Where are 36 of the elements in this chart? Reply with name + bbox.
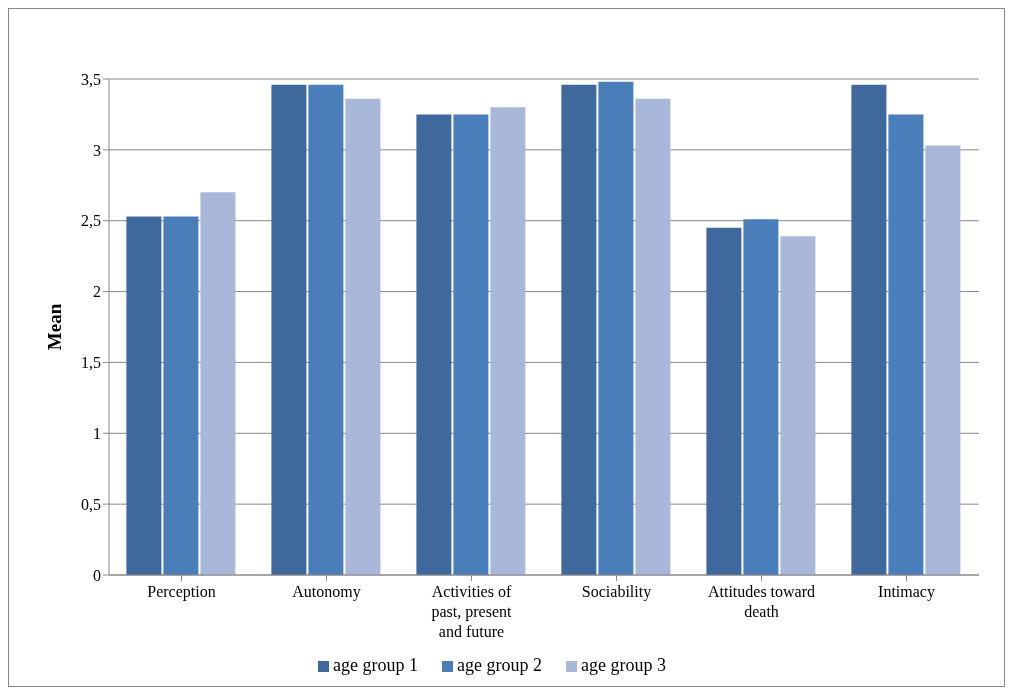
bar bbox=[706, 227, 742, 575]
x-tick-label: Perception bbox=[147, 583, 216, 601]
x-tick-label: Autonomy bbox=[292, 583, 361, 601]
bar bbox=[416, 114, 452, 575]
bar bbox=[308, 84, 344, 575]
bar bbox=[345, 98, 381, 575]
bar bbox=[888, 114, 924, 575]
y-tick-label: 2 bbox=[93, 283, 101, 301]
x-tick-label: Sociability bbox=[581, 583, 652, 601]
bar bbox=[453, 114, 489, 575]
y-tick-label: 2,5 bbox=[81, 212, 101, 230]
x-tick-label: Activities of past, present and future bbox=[431, 583, 513, 640]
y-tick-label: 3 bbox=[93, 141, 101, 159]
bar bbox=[598, 81, 634, 575]
x-tick-label: Attitudes toward death bbox=[707, 583, 816, 620]
y-tick-label: 3,5 bbox=[81, 70, 101, 88]
bar bbox=[126, 216, 162, 575]
bar bbox=[635, 98, 671, 575]
legend-label: age group 3 bbox=[580, 655, 666, 675]
bar bbox=[200, 192, 236, 575]
bar bbox=[925, 145, 961, 575]
y-axis-title: Mean bbox=[43, 303, 65, 351]
y-tick-label: 1,5 bbox=[81, 354, 101, 372]
y-tick-label: 0,5 bbox=[81, 495, 101, 513]
bar bbox=[851, 84, 887, 575]
bar bbox=[561, 84, 597, 575]
bar bbox=[271, 84, 307, 575]
bar bbox=[780, 236, 816, 575]
y-tick-label: 0 bbox=[93, 566, 101, 584]
legend-label: age group 1 bbox=[333, 655, 418, 675]
y-tick-label: 1 bbox=[93, 424, 101, 442]
bar bbox=[490, 107, 526, 575]
legend-label: age group 2 bbox=[457, 655, 542, 675]
x-tick-label: Intimacy bbox=[878, 583, 935, 601]
bar bbox=[743, 219, 779, 575]
bar bbox=[163, 216, 199, 575]
